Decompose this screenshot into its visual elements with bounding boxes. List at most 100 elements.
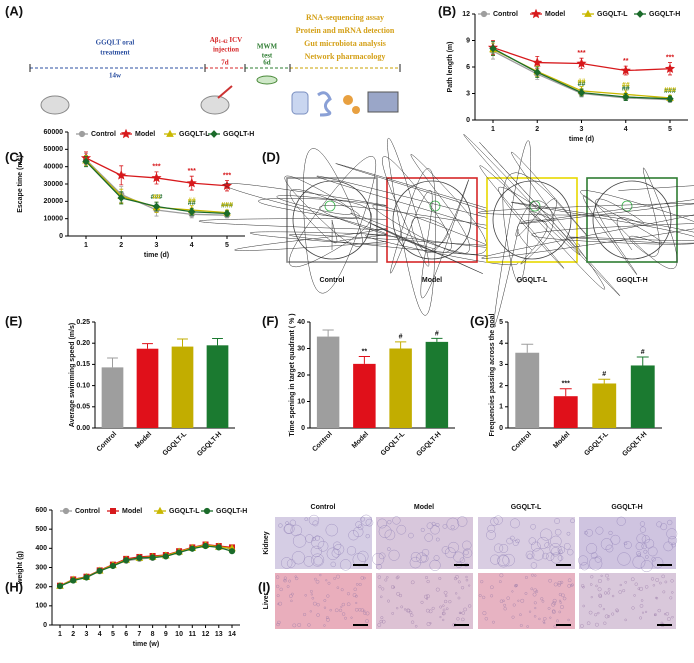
treatment-label: treatment <box>100 49 130 57</box>
legend-marker <box>156 506 164 514</box>
cell <box>655 578 660 582</box>
cell <box>503 603 507 607</box>
significance-label: # <box>399 334 403 341</box>
cell <box>578 555 589 566</box>
y-tick-label: 0.15 <box>76 361 90 368</box>
cell <box>671 591 674 594</box>
legend-label: GGQLT-L <box>169 508 200 515</box>
cell <box>567 618 570 622</box>
cell <box>567 578 572 583</box>
cell <box>554 518 560 524</box>
treatment-label: GGQLT oral <box>96 39 135 47</box>
significance-label: # <box>641 349 645 356</box>
cell <box>377 622 382 627</box>
cell <box>421 548 430 557</box>
y-tick-label: 1 <box>499 404 503 411</box>
cell <box>639 586 644 591</box>
cell <box>530 562 538 569</box>
cell <box>340 588 344 592</box>
cell <box>441 611 446 616</box>
cell <box>448 600 452 604</box>
cell <box>544 542 551 549</box>
y-tick-label: 0 <box>43 622 47 629</box>
cell <box>332 541 342 550</box>
test-label: MWM <box>257 43 278 51</box>
pool <box>392 180 472 260</box>
cell <box>490 594 494 598</box>
y-tick-label: 200 <box>35 584 47 591</box>
significance-label: ### <box>221 203 233 210</box>
cell <box>311 553 325 567</box>
cell <box>637 553 641 558</box>
y-axis-title: Path length (m) <box>447 42 454 93</box>
cell <box>502 599 505 603</box>
marker <box>116 170 127 180</box>
x-tick-label: 7 <box>137 631 141 638</box>
cell <box>335 574 340 579</box>
cell <box>311 535 325 549</box>
bar <box>206 345 229 428</box>
tissue <box>478 573 575 629</box>
cell <box>530 587 534 591</box>
cell <box>292 623 297 628</box>
cell <box>309 589 313 593</box>
cell <box>289 519 296 526</box>
legend-marker <box>530 8 542 19</box>
cell <box>655 596 658 599</box>
cell <box>557 583 562 587</box>
histology-image <box>275 573 372 629</box>
cell <box>582 585 585 589</box>
cell <box>524 575 528 579</box>
marker <box>576 58 587 68</box>
legend-marker <box>210 130 218 138</box>
cell <box>283 524 294 534</box>
cell <box>635 551 642 557</box>
cell <box>331 548 341 558</box>
y-tick-label: 600 <box>35 507 47 514</box>
cell <box>348 530 359 541</box>
analysis-label: Gut microbiota analysis <box>304 39 386 48</box>
cell <box>641 543 648 550</box>
cell <box>333 577 337 580</box>
timeline: GGQLT oral treatment 14w Aβ1-42 ICV inje… <box>29 36 401 117</box>
cell <box>379 595 383 599</box>
cell <box>550 547 561 557</box>
x-tick-label: GGQLT-H <box>415 431 442 458</box>
cell <box>600 574 603 577</box>
cell <box>435 523 440 528</box>
treatment-duration: 14w <box>109 72 122 80</box>
cell <box>395 576 399 580</box>
x-tick-label: Control <box>510 431 533 454</box>
cell <box>429 559 441 571</box>
y-tick-label: 6 <box>466 64 470 71</box>
cell <box>275 575 280 579</box>
cell <box>615 608 619 613</box>
cell <box>482 595 486 600</box>
cell <box>606 591 611 595</box>
cell <box>365 619 369 623</box>
marker <box>109 562 117 570</box>
significance-label: ** <box>623 58 629 65</box>
cell <box>462 548 473 558</box>
x-tick-label: GGQLT-L <box>380 430 407 457</box>
cell <box>392 516 401 525</box>
cell <box>443 590 448 595</box>
cell <box>639 526 647 533</box>
cell <box>515 538 520 544</box>
cell <box>530 523 536 530</box>
cell <box>594 555 602 563</box>
cell <box>639 521 646 527</box>
cell <box>605 573 609 578</box>
mouse-icon <box>200 95 230 115</box>
cell <box>618 590 623 594</box>
cell <box>283 579 286 582</box>
y-tick-label: 0 <box>466 117 470 124</box>
cell <box>640 560 653 573</box>
x-tick-label: 14 <box>228 631 236 638</box>
cell <box>384 529 396 541</box>
panel-label: (E) <box>5 313 22 328</box>
cell <box>528 537 536 545</box>
swim-path <box>463 134 621 326</box>
marker <box>149 554 156 561</box>
